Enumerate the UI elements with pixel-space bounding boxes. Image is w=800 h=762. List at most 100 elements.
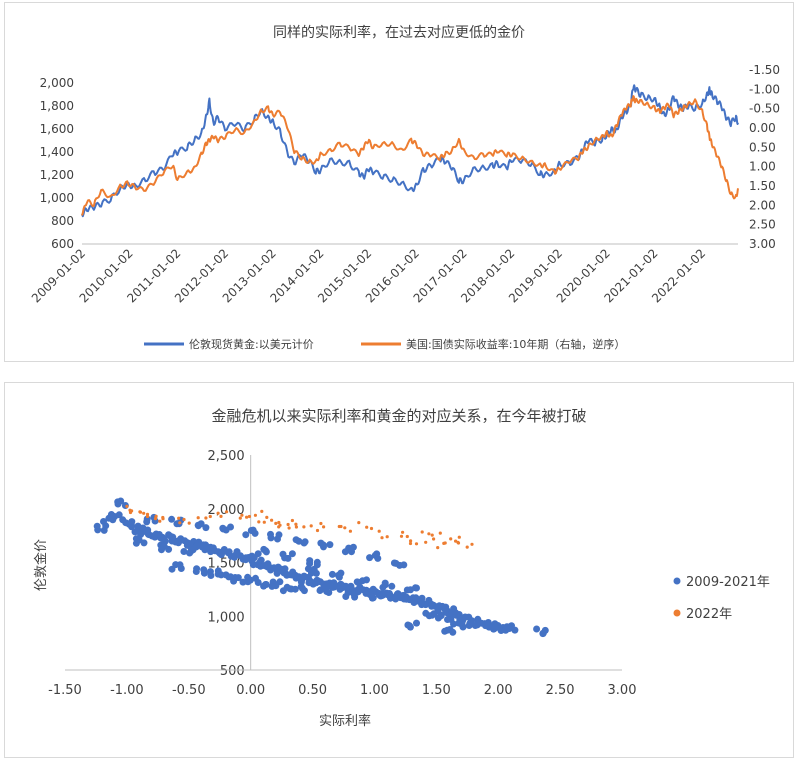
- scatter-point-2009-2021: [194, 522, 202, 530]
- scatter-point-2009-2021: [260, 582, 268, 590]
- scatter-point-2022: [240, 513, 244, 517]
- scatter-point-2009-2021: [267, 566, 275, 574]
- y-right-tick-label: -1.50: [749, 63, 780, 77]
- scatter-point-2009-2021: [392, 559, 400, 567]
- scatter-point-2009-2021: [449, 628, 457, 636]
- scatter-point-2022: [245, 515, 249, 519]
- x-tick-label: -1.00: [110, 683, 144, 698]
- y-left-tick-label: 600: [51, 237, 74, 251]
- scatter-point-2022: [385, 535, 389, 539]
- x-tick-label: -0.50: [172, 683, 206, 698]
- scatter-point-2009-2021: [279, 587, 287, 595]
- scatter-point-2022: [343, 526, 347, 530]
- scatter-point-2022: [257, 520, 261, 524]
- scatter-point-2022: [286, 522, 290, 527]
- scatter-point-2009-2021: [403, 586, 411, 594]
- scatter-point-2009-2021: [437, 611, 445, 619]
- scatter-point-2009-2021: [168, 565, 176, 573]
- scatter-point-2009-2021: [254, 550, 262, 558]
- scatter-point-2009-2021: [316, 578, 324, 586]
- scatter-point-2022: [274, 521, 278, 525]
- chart-title: 金融危机以来实际利率和黄金的对应关系，在今年被打破: [211, 407, 586, 425]
- scatter-point-2022: [128, 508, 132, 512]
- scatter-point-2009-2021: [295, 537, 303, 545]
- scatter-point-2022: [138, 510, 143, 514]
- scatter-point-2009-2021: [458, 621, 466, 629]
- scatter-point-2009-2021: [131, 528, 139, 536]
- scatter-point-2009-2021: [231, 574, 239, 581]
- y-right-tick-label: 0.50: [749, 140, 776, 154]
- y-tick-label: 2,000: [207, 503, 244, 518]
- scatter-point-2022: [196, 516, 200, 520]
- scatter-point-2022: [443, 541, 447, 545]
- scatter-point-2022: [432, 537, 436, 541]
- scatter-point-2022: [270, 518, 274, 522]
- scatter-point-2009-2021: [201, 546, 209, 554]
- scatter-chart-panel: 金融危机以来实际利率和黄金的对应关系，在今年被打破 2,500 2,000 1,50…: [4, 382, 794, 758]
- scatter-point-2009-2021: [217, 551, 225, 559]
- scatter-point-2009-2021: [94, 526, 102, 534]
- y-left-tick-label: 1,000: [40, 191, 74, 205]
- scatter-point-2009-2021: [143, 518, 151, 526]
- y-left-tick-label: 1,600: [40, 122, 74, 136]
- scatter-point-2009-2021: [337, 569, 345, 577]
- scatter-point-2022: [449, 537, 453, 541]
- scatter-point-2009-2021: [206, 568, 214, 576]
- scatter-point-2022: [161, 517, 165, 521]
- scatter-point-2009-2021: [388, 582, 396, 590]
- scatter-point-2009-2021: [301, 538, 309, 546]
- scatter-point-2022: [427, 532, 431, 536]
- scatter-point-2009-2021: [397, 594, 404, 602]
- scatter-point-2022: [377, 529, 381, 533]
- scatter-point-2009-2021: [336, 585, 344, 593]
- scatter-point-2009-2021: [288, 550, 296, 558]
- scatter-point-2022: [247, 514, 251, 519]
- scatter-point-2022: [430, 533, 434, 537]
- scatter-point-2009-2021: [254, 579, 262, 586]
- scatter-point-2022: [309, 524, 313, 528]
- scatter-point-2022: [315, 528, 320, 533]
- scatter-point-2022: [125, 504, 129, 508]
- scatter-point-2009-2021: [381, 581, 389, 589]
- scatter-point-2022: [457, 535, 461, 539]
- scatter-point-2009-2021: [422, 601, 430, 609]
- scatter-point-2009-2021: [165, 545, 173, 553]
- scatter-point-2022: [409, 539, 413, 543]
- scatter-point-2009-2021: [291, 571, 299, 579]
- line-chart-panel: 同样的实际利率，在过去对应更低的金价 2,000 1,800 1,600 1,400 1…: [4, 2, 794, 362]
- x-tick-label: 0.50: [298, 683, 327, 698]
- scatter-point-2022: [177, 516, 181, 520]
- scatter-point-2022: [337, 524, 341, 529]
- y-tick-label: 2,500: [207, 449, 244, 464]
- scatter-point-2009-2021: [211, 547, 219, 555]
- scatter-point-2009-2021: [102, 522, 110, 530]
- scatter-point-2009-2021: [312, 569, 320, 577]
- scatter-point-2009-2021: [465, 622, 473, 629]
- scatter-point-2022: [204, 516, 208, 520]
- scatter-point-2009-2021: [222, 526, 230, 534]
- scatter-point-2009-2021: [413, 619, 420, 627]
- scatter-point-2009-2021: [307, 569, 315, 577]
- scatter-point-2022: [365, 525, 369, 529]
- scatter-point-2022: [153, 517, 158, 521]
- scatter-point-2009-2021: [200, 566, 208, 574]
- scatter-point-2022: [424, 540, 428, 544]
- scatter-point-2009-2021: [341, 548, 349, 556]
- scatter-point-2022: [277, 525, 281, 529]
- x-tick-label: 1.00: [360, 683, 389, 698]
- scatter-point-2022: [253, 513, 257, 517]
- scatter-point-2022: [369, 526, 374, 531]
- scatter-point-2009-2021: [483, 620, 491, 628]
- scatter-point-2009-2021: [144, 530, 152, 538]
- y-right-tick-label: 1.50: [749, 179, 776, 193]
- scatter-point-2009-2021: [284, 554, 292, 562]
- scatter-point-2009-2021: [366, 591, 374, 598]
- scatter-point-2009-2021: [262, 548, 270, 556]
- scatter-point-2009-2021: [114, 500, 122, 508]
- scatter-point-2022: [322, 525, 326, 529]
- scatter-point-2009-2021: [317, 539, 325, 547]
- scatter-point-2009-2021: [375, 590, 383, 597]
- scatter-point-2022: [262, 520, 266, 524]
- scatter-point-2009-2021: [186, 540, 194, 548]
- scatter-point-2022: [290, 518, 294, 523]
